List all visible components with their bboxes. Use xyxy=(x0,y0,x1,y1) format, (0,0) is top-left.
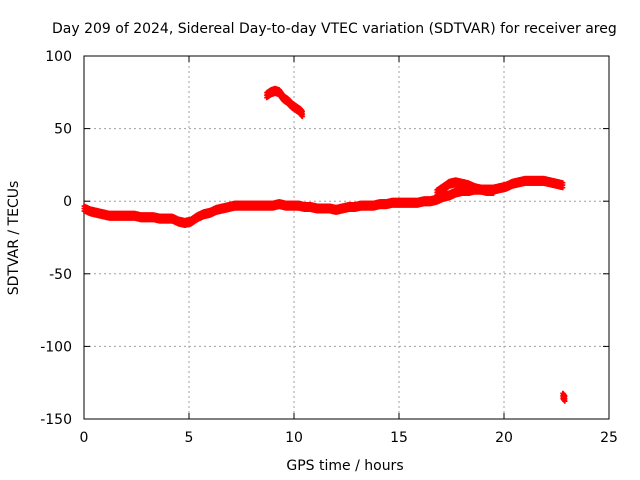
data-point xyxy=(491,191,496,196)
tick-labels: 0 5 10 15 20 25 -150 -100 -50 0 50 100 xyxy=(40,49,618,446)
y-tick-label: 0 xyxy=(63,194,72,210)
x-tick-label: 15 xyxy=(390,430,408,446)
data-point xyxy=(560,185,566,191)
y-axis-label: SDTVAR / TECUs xyxy=(6,181,22,296)
data-points xyxy=(81,85,568,404)
y-tick-label: -50 xyxy=(49,267,72,283)
y-tick-label: 100 xyxy=(45,49,72,65)
y-tick-label: 50 xyxy=(54,122,72,138)
y-tick-label: -100 xyxy=(40,339,72,355)
plot-frame xyxy=(83,55,610,420)
data-point xyxy=(299,114,305,120)
axis-ticks xyxy=(83,55,610,420)
x-tick-label: 0 xyxy=(80,430,89,446)
data-point xyxy=(562,398,568,404)
x-tick-label: 25 xyxy=(600,430,618,446)
chart-title: Day 209 of 2024, Sidereal Day-to-day VTE… xyxy=(52,21,617,37)
y-tick-label: -150 xyxy=(40,412,72,428)
x-axis-label: GPS time / hours xyxy=(286,458,403,474)
grid xyxy=(84,56,609,419)
x-tick-label: 5 xyxy=(185,430,194,446)
x-tick-label: 10 xyxy=(285,430,303,446)
x-tick-label: 20 xyxy=(495,430,513,446)
